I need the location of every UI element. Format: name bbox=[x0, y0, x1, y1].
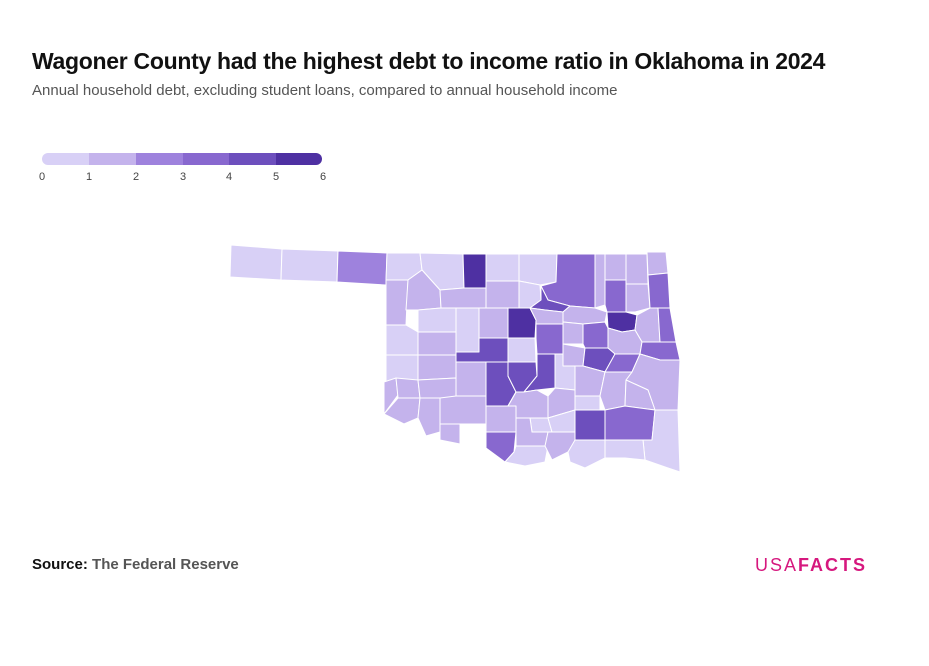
county-kay bbox=[518, 253, 558, 286]
county-washington bbox=[594, 253, 606, 309]
county-beckham bbox=[385, 354, 419, 383]
county-stephens bbox=[485, 405, 517, 433]
county-tillman bbox=[417, 397, 441, 437]
county-lincoln bbox=[535, 323, 564, 355]
county-mayes bbox=[625, 283, 651, 313]
county-comanche bbox=[439, 395, 487, 425]
county-ellis bbox=[385, 279, 409, 326]
source-value: The Federal Reserve bbox=[92, 556, 239, 573]
county-oklahoma bbox=[507, 337, 537, 363]
source-line: Source: The Federal Reserve bbox=[32, 556, 239, 573]
county-creek bbox=[562, 321, 584, 345]
legend-swatch-3 bbox=[183, 153, 229, 165]
legend-tick-0: 0 bbox=[39, 171, 45, 183]
county-grant bbox=[485, 253, 520, 282]
county-custer bbox=[417, 331, 457, 356]
county-mccurtain bbox=[642, 409, 681, 473]
usafacts-logo: USAFACTS bbox=[755, 555, 867, 576]
county-beaver bbox=[336, 250, 388, 286]
county-ottawa bbox=[646, 251, 669, 276]
county-kingfisher bbox=[478, 307, 509, 339]
county-love bbox=[504, 445, 549, 467]
county-texas bbox=[280, 248, 339, 283]
county-adair bbox=[657, 307, 677, 343]
county-okfuskee bbox=[562, 343, 586, 367]
county-roger-mills bbox=[385, 324, 419, 356]
county-craig bbox=[625, 253, 649, 285]
county-okmulgee bbox=[582, 321, 609, 349]
county-rogers bbox=[604, 279, 627, 313]
legend-tick-3: 3 bbox=[180, 171, 186, 183]
legend-tick-5: 5 bbox=[273, 171, 279, 183]
county-cimarron bbox=[229, 244, 283, 281]
county-dewey bbox=[417, 307, 457, 333]
color-legend: 0 1 2 3 4 5 6 bbox=[36, 150, 336, 190]
county-major bbox=[439, 287, 487, 309]
legend-swatch-2 bbox=[136, 153, 183, 165]
county-mcclain bbox=[507, 391, 517, 407]
logo-part-facts: FACTS bbox=[798, 555, 868, 575]
legend-swatch-5b bbox=[276, 153, 322, 165]
legend-tick-1: 1 bbox=[86, 171, 92, 183]
county-kiowa bbox=[417, 377, 457, 399]
legend-tick-6: 6 bbox=[320, 171, 326, 183]
county-garfield bbox=[485, 280, 520, 309]
legend-tick-2: 2 bbox=[133, 171, 139, 183]
county-nowata bbox=[604, 253, 627, 281]
county-choctaw bbox=[604, 439, 646, 461]
county-washita bbox=[417, 354, 457, 381]
logo-part-usa: USA bbox=[755, 555, 799, 575]
legend-swatch-0b bbox=[56, 153, 89, 165]
county-delaware bbox=[647, 272, 671, 309]
county-caddo bbox=[455, 361, 487, 397]
county-coal bbox=[574, 395, 601, 411]
county-atoka bbox=[574, 409, 606, 441]
legend-swatch-1 bbox=[89, 153, 136, 165]
county-blaine bbox=[455, 307, 480, 353]
county-cotton bbox=[439, 423, 461, 445]
county-greer bbox=[395, 377, 421, 399]
county-alfalfa bbox=[462, 253, 487, 289]
legend-tick-4: 4 bbox=[226, 171, 232, 183]
county-pushmataha bbox=[604, 405, 656, 441]
legend-swatch-4 bbox=[229, 153, 276, 165]
source-label: Source: bbox=[32, 556, 88, 573]
chart-subtitle: Annual household debt, excluding student… bbox=[32, 82, 618, 99]
chart-title: Wagoner County had the highest debt to i… bbox=[32, 48, 826, 74]
county-tulsa bbox=[562, 305, 608, 325]
county-bryan bbox=[567, 439, 606, 469]
